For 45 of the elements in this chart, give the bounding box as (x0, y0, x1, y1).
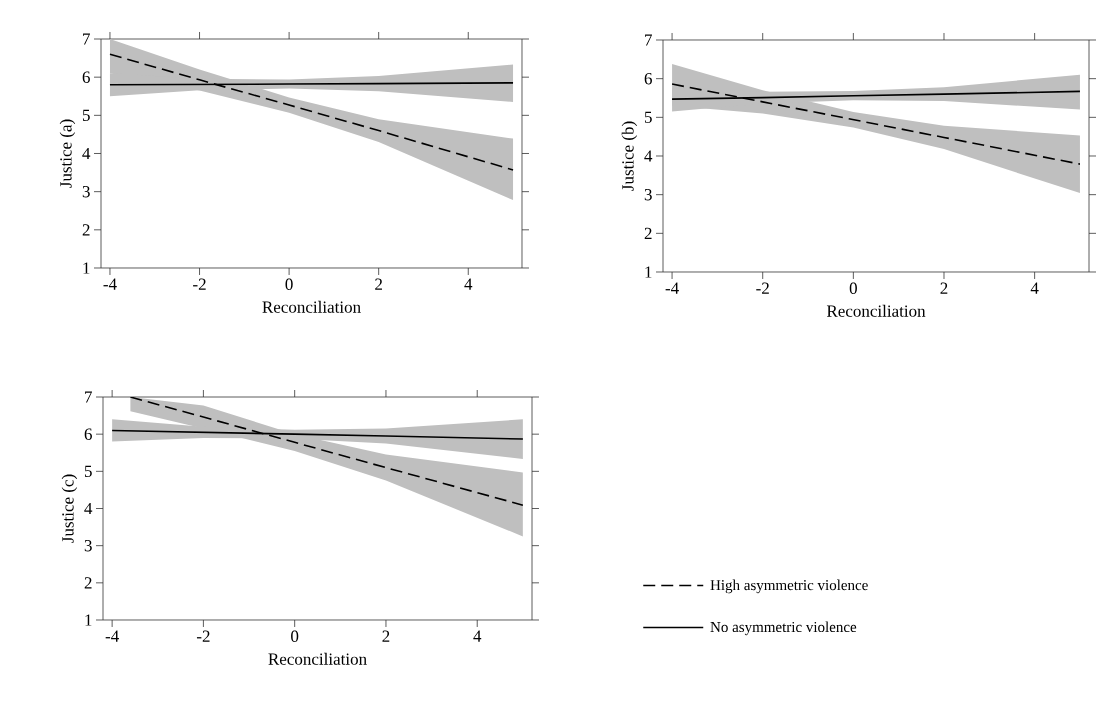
x-tick-label: -2 (193, 278, 206, 290)
x-tick-label: -2 (196, 630, 210, 642)
y-tick-label: 4 (82, 147, 91, 160)
y-tick-label: 5 (644, 111, 652, 123)
y-tick-label: 5 (84, 465, 92, 477)
y-tick-label: 4 (84, 502, 93, 515)
y-tick-label: 1 (85, 614, 92, 626)
y-tick-label: 2 (84, 577, 92, 589)
y-tick-label: 1 (83, 262, 90, 274)
legend-label: No asymmetric violence (710, 621, 857, 636)
x-axis-title: Reconciliation (268, 652, 367, 665)
y-tick-label: 7 (83, 33, 90, 45)
y-tick-label: 7 (645, 34, 652, 46)
y-axis-title: Justice (c) (61, 474, 78, 543)
x-tick-label: 0 (849, 282, 857, 295)
y-tick-label: 3 (82, 185, 90, 198)
x-tick-label: -4 (665, 282, 679, 294)
x-tick-label: 0 (291, 630, 299, 643)
x-axis-title: Reconciliation (262, 300, 361, 313)
y-tick-label: 1 (645, 266, 652, 278)
x-tick-label: -4 (103, 278, 117, 290)
y-axis-title: Justice (a) (59, 119, 76, 188)
line-series (109, 53, 514, 171)
x-tick-label: 2 (382, 630, 390, 642)
y-tick-label: 2 (82, 224, 90, 236)
y-tick-label: 6 (84, 428, 92, 440)
y-tick-label: 3 (644, 188, 652, 201)
x-axis-title: Reconciliation (826, 304, 926, 317)
y-tick-label: 6 (82, 71, 90, 83)
legend-label: High asymmetric violence (710, 579, 868, 594)
x-tick-label: 4 (1030, 282, 1039, 294)
x-tick-label: -2 (756, 282, 769, 294)
x-tick-label: 0 (285, 278, 293, 291)
y-tick-label: 7 (85, 391, 92, 403)
x-tick-label: 4 (473, 630, 482, 642)
y-tick-label: 2 (644, 227, 652, 239)
y-tick-label: 4 (644, 150, 653, 162)
y-tick-label: 5 (82, 109, 90, 121)
x-tick-label: 4 (464, 278, 473, 290)
y-axis-title: Justice (b) (621, 121, 638, 191)
y-tick-label: 6 (644, 72, 652, 85)
x-tick-label: -4 (105, 630, 119, 642)
x-tick-label: 2 (940, 282, 948, 294)
x-tick-label: 2 (375, 278, 382, 290)
y-tick-label: 3 (84, 539, 92, 552)
